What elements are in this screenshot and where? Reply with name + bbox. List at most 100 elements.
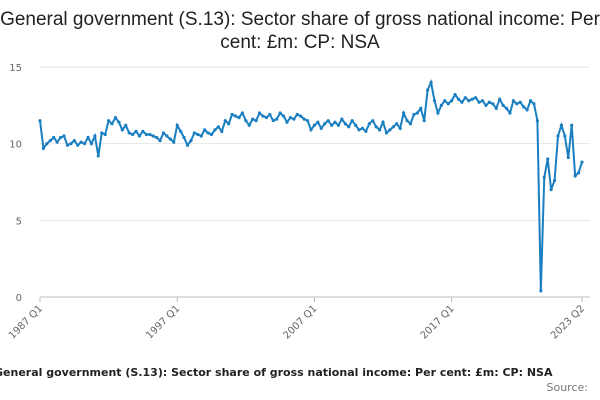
data-point[interactable] xyxy=(216,125,220,129)
data-point[interactable] xyxy=(415,111,419,115)
data-point[interactable] xyxy=(463,96,467,100)
data-point[interactable] xyxy=(148,132,152,137)
data-point[interactable] xyxy=(364,129,368,133)
data-point[interactable] xyxy=(254,119,258,123)
data-point[interactable] xyxy=(38,119,42,123)
data-point[interactable] xyxy=(532,102,536,106)
data-point[interactable] xyxy=(388,128,392,132)
data-point[interactable] xyxy=(113,116,118,120)
data-point[interactable] xyxy=(333,120,337,124)
data-point[interactable] xyxy=(165,134,169,138)
data-point[interactable] xyxy=(556,134,560,138)
data-point[interactable] xyxy=(124,123,128,127)
data-point[interactable] xyxy=(439,103,443,107)
data-point[interactable] xyxy=(72,139,76,143)
data-point[interactable] xyxy=(223,119,227,123)
data-point[interactable] xyxy=(175,123,179,127)
data-point[interactable] xyxy=(429,80,433,84)
data-point[interactable] xyxy=(230,112,234,117)
data-point[interactable] xyxy=(96,154,100,158)
data-point[interactable] xyxy=(381,120,385,124)
data-point[interactable] xyxy=(261,114,265,118)
data-point[interactable] xyxy=(179,129,183,133)
data-point[interactable] xyxy=(100,131,104,135)
data-point[interactable] xyxy=(580,160,584,164)
data-point[interactable] xyxy=(450,99,454,103)
data-point[interactable] xyxy=(535,119,540,123)
data-point[interactable] xyxy=(467,99,471,103)
data-point[interactable] xyxy=(576,171,581,175)
data-point[interactable] xyxy=(196,132,200,137)
data-point[interactable] xyxy=(268,112,272,117)
data-point[interactable] xyxy=(419,106,423,110)
data-point[interactable] xyxy=(412,112,416,117)
data-point[interactable] xyxy=(131,132,135,137)
data-point[interactable] xyxy=(494,106,498,110)
data-point[interactable] xyxy=(288,116,293,120)
data-point[interactable] xyxy=(323,122,327,126)
data-point[interactable] xyxy=(378,128,382,132)
data-point[interactable] xyxy=(456,97,461,101)
data-point[interactable] xyxy=(443,99,447,103)
data-point[interactable] xyxy=(422,119,426,123)
data-point[interactable] xyxy=(326,119,330,123)
data-point[interactable] xyxy=(134,129,138,133)
data-point[interactable] xyxy=(295,112,299,117)
data-point[interactable] xyxy=(408,122,413,126)
data-point[interactable] xyxy=(107,119,111,123)
data-point[interactable] xyxy=(275,117,279,121)
data-point[interactable] xyxy=(570,123,574,127)
data-point[interactable] xyxy=(213,128,217,132)
data-point[interactable] xyxy=(340,117,344,121)
data-point[interactable] xyxy=(343,122,347,126)
data-point[interactable] xyxy=(58,135,63,140)
data-point[interactable] xyxy=(563,134,567,138)
data-point[interactable] xyxy=(309,128,313,132)
data-point[interactable] xyxy=(508,111,512,115)
data-point[interactable] xyxy=(426,88,430,92)
data-point[interactable] xyxy=(240,111,244,115)
data-point[interactable] xyxy=(192,131,196,135)
data-point[interactable] xyxy=(89,142,94,146)
data-point[interactable] xyxy=(158,139,162,143)
data-point[interactable] xyxy=(69,142,73,146)
data-point[interactable] xyxy=(525,108,529,112)
data-point[interactable] xyxy=(264,116,269,120)
data-point[interactable] xyxy=(103,132,107,137)
data-point[interactable] xyxy=(546,157,550,161)
data-point[interactable] xyxy=(501,103,505,107)
data-point[interactable] xyxy=(45,142,49,146)
data-point[interactable] xyxy=(573,174,577,178)
data-point[interactable] xyxy=(233,114,238,118)
data-point[interactable] xyxy=(65,143,70,147)
data-point[interactable] xyxy=(329,123,334,127)
data-point[interactable] xyxy=(199,134,203,138)
data-point[interactable] xyxy=(357,128,361,132)
data-point[interactable] xyxy=(220,129,224,133)
data-point[interactable] xyxy=(360,126,365,130)
data-point[interactable] xyxy=(144,132,148,137)
data-point[interactable] xyxy=(203,128,207,132)
data-point[interactable] xyxy=(206,131,210,135)
data-point[interactable] xyxy=(120,128,124,132)
data-point[interactable] xyxy=(237,116,241,120)
data-point[interactable] xyxy=(347,125,351,129)
data-point[interactable] xyxy=(155,135,159,140)
data-point[interactable] xyxy=(172,140,176,144)
data-point[interactable] xyxy=(281,114,286,118)
data-point[interactable] xyxy=(278,111,282,115)
data-point[interactable] xyxy=(518,100,522,104)
data-point[interactable] xyxy=(522,105,526,109)
data-point[interactable] xyxy=(127,131,131,135)
data-point[interactable] xyxy=(470,97,474,101)
data-point[interactable] xyxy=(41,146,46,150)
data-point[interactable] xyxy=(487,100,491,104)
data-point[interactable] xyxy=(292,117,296,121)
data-point[interactable] xyxy=(76,143,80,147)
data-point[interactable] xyxy=(48,139,52,143)
data-point[interactable] xyxy=(559,123,564,127)
data-point[interactable] xyxy=(432,99,437,103)
data-point[interactable] xyxy=(117,120,121,124)
data-point[interactable] xyxy=(316,120,320,124)
data-point[interactable] xyxy=(302,117,306,121)
